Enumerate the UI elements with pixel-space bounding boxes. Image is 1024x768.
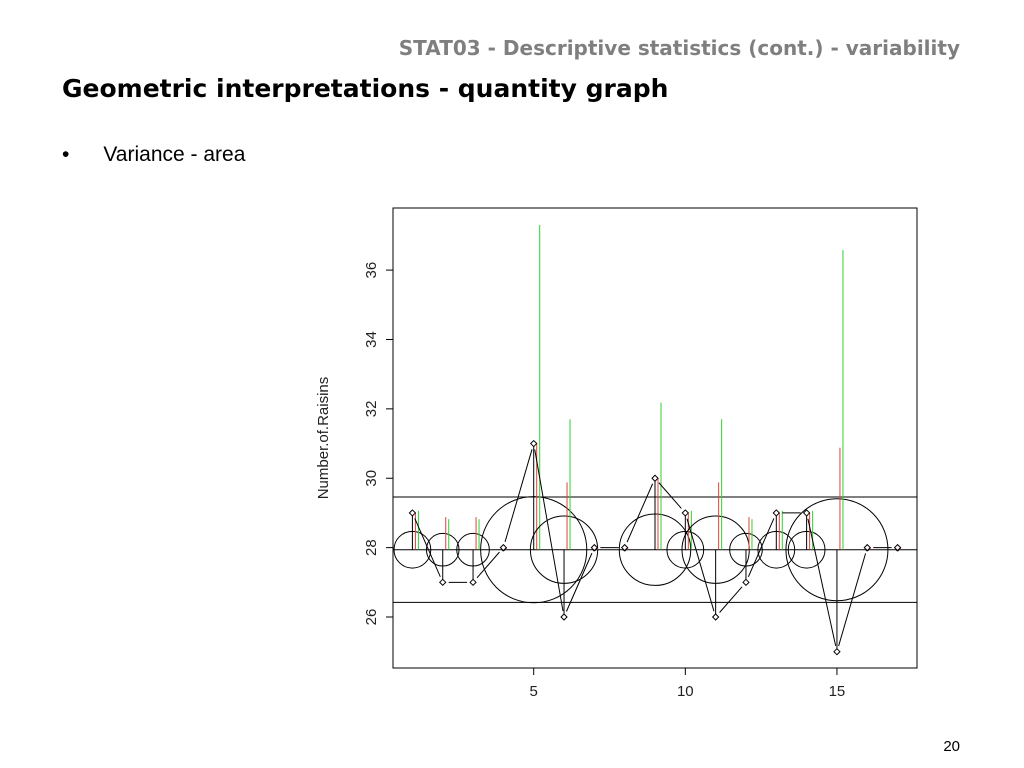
x-tick-label: 10 [677,683,694,700]
point [863,543,871,552]
connector [686,518,715,612]
point [590,543,599,552]
connector [807,518,837,646]
bullet-text: Variance - area [103,143,246,166]
point [742,578,750,587]
point [529,439,538,448]
connector [565,552,593,612]
y-tick-label: 26 [363,609,380,626]
header: STAT03 - Descriptive statistics (cont.) … [398,36,960,60]
y-tick-label: 32 [363,401,380,418]
slide-title: Geometric interpretations - quantity gra… [62,74,669,103]
y-tick-label: 28 [363,539,380,556]
bullet-item: • Variance - area [62,143,245,167]
point [408,509,417,517]
point [681,509,690,517]
connector [747,518,775,578]
point [772,509,781,517]
bullet-dot: • [62,143,70,166]
point [560,613,568,621]
point [711,613,720,621]
connector [838,553,867,647]
x-tick-label: 15 [829,683,846,700]
point [833,647,841,656]
connector [476,551,500,579]
point [469,578,477,587]
y-tick-label: 30 [363,470,380,487]
y-tick-label: 36 [363,262,380,279]
y-axis-label: Number.of.Raisins [315,377,332,500]
connector [719,586,743,613]
point [802,509,811,517]
connector [626,483,654,543]
point [499,543,508,552]
connector [534,449,564,612]
x-tick-label: 5 [530,683,538,700]
point [620,543,629,552]
y-tick-label: 34 [363,331,380,348]
connector [504,449,533,543]
connector [658,482,682,509]
point [439,578,447,587]
plot-frame [392,207,918,669]
point [893,543,902,552]
connector [414,518,441,578]
page-number: 20 [943,738,960,755]
point [651,474,659,482]
